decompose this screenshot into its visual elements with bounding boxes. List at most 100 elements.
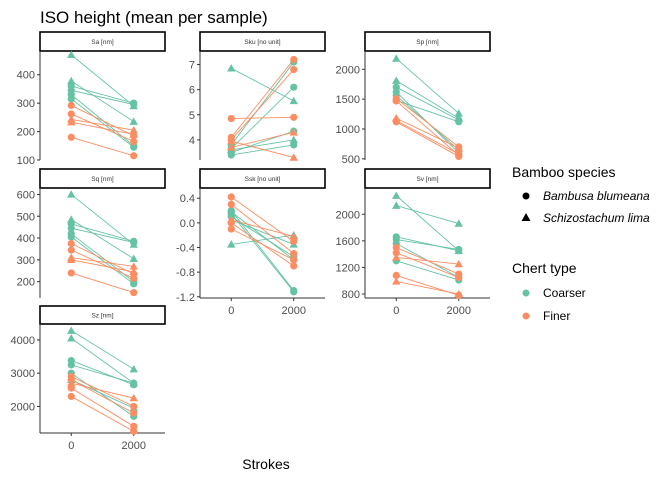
y-tick-label: 500 [17,211,35,223]
legend-chert-title: Chert type [512,260,577,276]
y-tick-label: 3000 [11,368,35,380]
y-tick-label: 400 [17,233,35,245]
y-tick-label: 5 [189,110,195,122]
facet-panel: Sa [nm] 100 200 300 400 [17,31,166,167]
data-point-triangle [129,267,138,276]
series-line [70,337,135,384]
series-line [71,85,134,104]
series-line [70,54,135,107]
data-point-triangle [67,334,76,342]
data-point-circle [67,239,75,248]
data-point-circle [130,137,138,146]
series-line [71,121,134,135]
y-tick-label: 200 [17,127,35,139]
series-line [231,144,294,156]
series-line [396,260,459,281]
series-line [71,330,134,370]
x-tick-label: 0 [228,305,234,317]
facet-panel: Ssk [no unit] -1.2 -0.8 -0.4 0.0 0.4 0 2000 [176,168,326,317]
series-line [71,360,134,386]
data-point-circle [130,152,138,160]
facet-panel: Sv [nm] 800 1200 1600 2000 0 2000 [336,168,491,317]
x-tick-label: 2000 [282,305,306,317]
data-point-triangle [227,143,236,151]
data-point-triangle [392,191,401,199]
legend: Bamboo species Bambusa blumeana Schizost… [512,164,650,323]
series-line [70,236,135,285]
series-line [396,257,459,265]
series-line [231,219,294,245]
series-line [396,236,459,252]
data-point-circle [392,249,400,257]
legend-species-title: Bamboo species [512,164,616,180]
series-line [230,204,295,255]
series-line [395,195,460,252]
series-line [71,227,134,243]
data-point-triangle [289,153,298,161]
data-point-circle [290,256,298,264]
facet-strip-label: Sa [nm] [91,39,114,46]
series-line [396,239,459,250]
series-line [230,222,295,267]
y-tick-label: 2000 [336,64,360,76]
series-line [71,379,134,414]
series-line [396,80,459,119]
series-line [71,379,134,409]
y-tick-label: 0.0 [180,218,195,230]
series-line [71,259,134,273]
series-line [71,257,134,267]
data-point-circle [392,118,400,126]
series-line [71,376,134,407]
series-line [71,387,134,427]
facet-strip-label: Sq [nm] [91,176,114,183]
data-point-circle [130,238,138,247]
series-line [231,216,294,258]
facet-strip-label: Sz [nm] [91,312,113,319]
data-point-triangle [67,378,76,387]
data-point-circle [227,200,235,208]
data-point-triangle [392,277,401,285]
facet-strip [39,168,166,189]
x-axis-label: Strokes [242,456,289,472]
data-point-circle [227,114,235,123]
data-point-circle [130,402,138,411]
series-line [231,234,294,245]
data-point-circle [67,233,75,241]
y-tick-label: -0.4 [176,243,195,255]
data-point-circle [130,288,138,297]
facet-strip [39,305,166,325]
series-line [71,223,134,242]
series-line [396,86,459,121]
series-line [230,59,295,138]
data-point-circle [290,141,298,149]
y-tick-label: 600 [17,189,35,201]
legend-chert-2: Finer [543,309,570,323]
y-tick-label: 2000 [336,209,360,221]
facet-strip [39,31,166,52]
data-point-circle [130,379,138,387]
data-point-triangle [289,128,298,136]
series-line [71,249,134,279]
series-line [231,67,294,102]
y-tick-label: 800 [342,289,360,301]
data-point-circle [290,113,298,121]
series-line [71,382,134,399]
data-point-triangle [392,54,401,62]
y-tick-label: 7 [189,60,195,72]
series-line [71,80,134,123]
facet-panel: Sq [nm] 200 300 400 500 600 [17,168,166,298]
data-point-circle [227,208,235,216]
data-point-circle [227,193,235,201]
legend-finer-key [522,312,530,320]
data-point-triangle [67,255,76,264]
y-tick-label: -1.2 [176,292,195,304]
series-line [230,211,295,261]
data-point-circle [130,274,138,282]
facet-strip-label: Sp [nm] [416,39,439,46]
data-point-circle [392,97,400,105]
series-line [231,219,294,237]
series-line [395,98,460,148]
data-point-circle [392,243,400,252]
data-point-triangle [454,143,463,152]
data-point-triangle [454,219,463,227]
